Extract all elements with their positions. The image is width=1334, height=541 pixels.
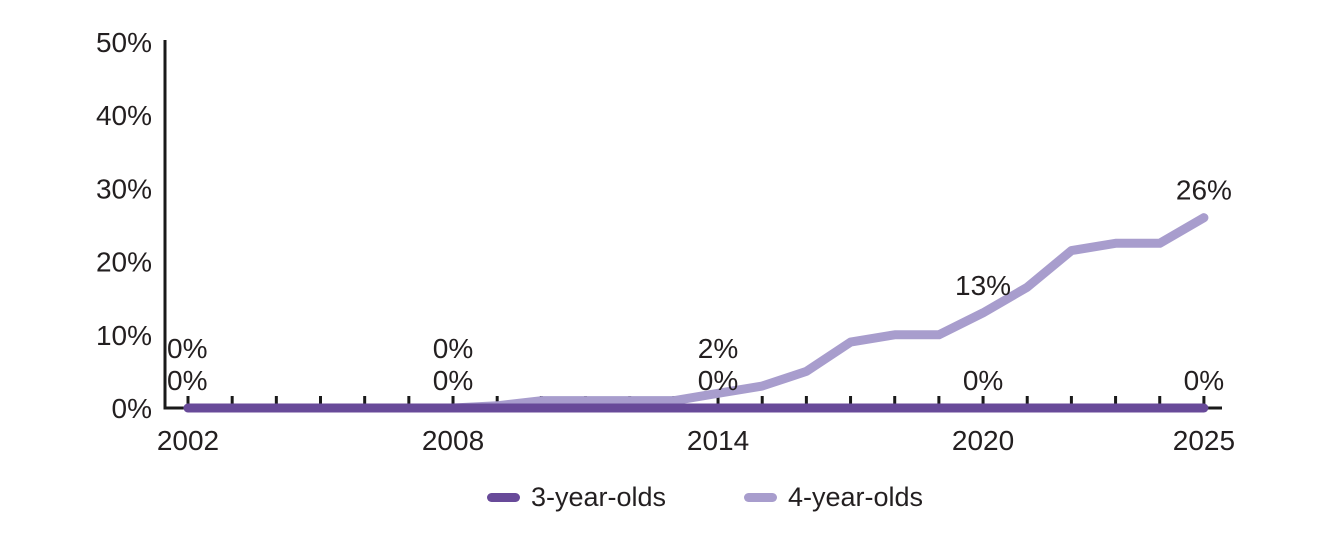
- y-tick-label: 50%: [96, 27, 152, 58]
- x-tick-label: 2020: [952, 425, 1014, 456]
- data-label-3-year-olds-2020: 0%: [963, 365, 1003, 396]
- data-label-3-year-olds-2002: 0%: [167, 365, 207, 396]
- x-tick-label: 2008: [422, 425, 484, 456]
- legend-label-4-year-olds: 4-year-olds: [788, 482, 924, 512]
- x-tick-label: 2014: [687, 425, 749, 456]
- y-tick-label: 10%: [96, 320, 152, 351]
- data-label-3-year-olds-2008: 0%: [433, 365, 473, 396]
- data-label-4-year-olds-2014: 2%: [698, 333, 738, 364]
- series-line-4-year-olds: [183, 213, 1209, 413]
- legend-label-3-year-olds: 3-year-olds: [530, 482, 666, 512]
- legend-swatch-3-year-olds: [486, 492, 520, 502]
- data-label-4-year-olds-2025: 26%: [1176, 175, 1232, 206]
- data-label-4-year-olds-2020: 13%: [955, 270, 1011, 301]
- data-label-4-year-olds-2002: 0%: [167, 333, 207, 364]
- data-label-3-year-olds-2025: 0%: [1184, 365, 1224, 396]
- y-tick-label: 20%: [96, 247, 152, 278]
- x-tick-label: 2002: [157, 425, 219, 456]
- line-chart: 0%10%20%30%40%50%2002 2008 2014 2020 20250%0…: [96, 27, 1235, 456]
- y-tick-label: 0%: [112, 393, 152, 424]
- data-label-3-year-olds-2014: 0%: [698, 365, 738, 396]
- x-tick-label: 2025: [1173, 425, 1235, 456]
- legend-item-4-year-olds: 4-year-olds: [744, 481, 923, 513]
- chart-legend: 3-year-olds 4-year-olds: [38, 481, 1334, 513]
- y-tick-label: 40%: [96, 100, 152, 131]
- legend-item-3-year-olds: 3-year-olds: [486, 481, 666, 513]
- data-label-4-year-olds-2008: 0%: [433, 333, 473, 364]
- legend-swatch-4-year-olds: [744, 492, 777, 502]
- y-tick-label: 30%: [96, 173, 152, 204]
